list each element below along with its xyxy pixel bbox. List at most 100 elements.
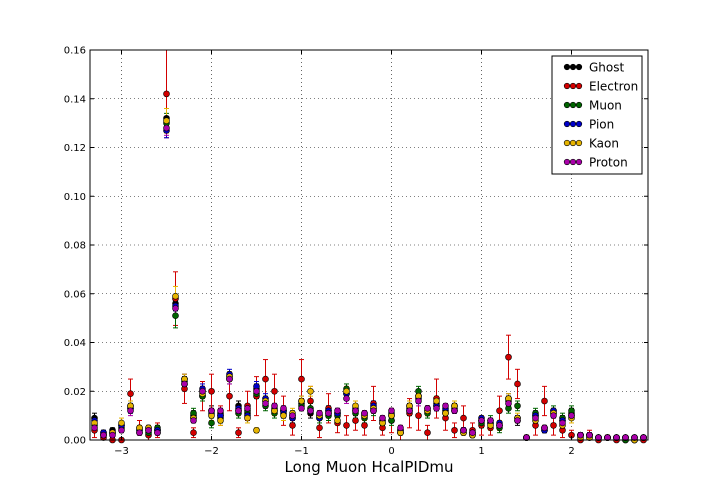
x-tick-label: 0	[388, 446, 394, 457]
kaon-legend-marker	[563, 139, 571, 147]
proton-legend-marker	[569, 158, 577, 166]
electron-point	[550, 422, 557, 429]
kaon-point	[433, 397, 440, 405]
proton-point	[217, 407, 224, 415]
proton-point	[208, 407, 215, 415]
kaon-point	[118, 419, 125, 427]
y-tick-label: 0.04	[64, 338, 86, 349]
proton-point	[325, 409, 332, 417]
proton-legend-marker	[563, 158, 571, 166]
proton-point	[433, 405, 440, 412]
electron-point	[163, 90, 170, 98]
proton-point	[469, 429, 476, 436]
proton-point	[226, 375, 233, 383]
kaon-point	[334, 417, 341, 424]
proton-point	[271, 402, 278, 410]
electron-point	[505, 353, 512, 361]
proton-point	[424, 405, 431, 412]
proton-point	[343, 395, 350, 402]
kaon-point	[280, 412, 287, 419]
electron-point	[541, 397, 548, 405]
electron-point	[127, 390, 134, 397]
proton-point	[352, 407, 359, 415]
electron-point	[424, 429, 431, 436]
kaon-point	[172, 292, 179, 300]
legend-label-kaon: Kaon	[589, 137, 619, 151]
ghost-legend-marker	[575, 63, 583, 71]
y-tick-label: 0.16	[64, 46, 86, 57]
proton-point	[244, 405, 251, 412]
electron-point	[343, 422, 350, 429]
x-axis-label: Long Muon HcalPIDmu	[285, 458, 454, 476]
electron-point	[208, 387, 215, 395]
kaon-point	[244, 414, 251, 422]
proton-point	[442, 402, 449, 410]
proton-point	[136, 429, 143, 436]
proton-point	[109, 431, 116, 439]
proton-point	[541, 424, 548, 432]
electron-point	[352, 417, 359, 424]
proton-point	[235, 407, 242, 415]
proton-point	[622, 434, 629, 441]
proton-point	[595, 434, 602, 441]
proton-point	[253, 387, 260, 395]
proton-point	[559, 419, 566, 427]
proton-point	[523, 434, 530, 441]
proton-point	[145, 426, 152, 434]
y-tick-label: 0.10	[64, 192, 86, 203]
y-tick-label: 0.00	[64, 436, 86, 447]
electron-legend-marker	[563, 82, 571, 90]
kaon-point	[253, 426, 260, 434]
electron-point	[415, 412, 422, 419]
proton-point	[514, 417, 521, 424]
proton-point	[316, 409, 323, 417]
legend-label-ghost: Ghost	[589, 61, 624, 75]
kaon-point	[343, 387, 350, 395]
electron-point	[496, 407, 503, 415]
x-tick-label: −1	[294, 446, 309, 457]
proton-point	[505, 400, 512, 407]
legend-label-muon: Muon	[589, 99, 622, 113]
electron-point	[460, 414, 467, 422]
proton-point	[370, 407, 377, 415]
proton-point	[91, 424, 98, 432]
y-tick-label: 0.06	[64, 289, 86, 300]
electron-point	[316, 424, 323, 432]
proton-point	[181, 380, 188, 388]
pion-legend-marker	[563, 120, 571, 128]
electron-point	[190, 429, 197, 436]
proton-point	[496, 422, 503, 429]
electron-point	[226, 392, 233, 400]
proton-point	[532, 414, 539, 422]
electron-point	[262, 375, 269, 383]
kaon-point	[217, 417, 224, 424]
proton-point	[451, 407, 458, 415]
pion-legend-marker	[575, 120, 583, 128]
y-tick-label: 0.08	[64, 241, 86, 252]
ghost-legend-marker	[569, 63, 577, 71]
kaon-legend-marker	[569, 139, 577, 147]
proton-point	[613, 434, 620, 441]
electron-point	[271, 387, 278, 395]
muon-point	[514, 402, 521, 410]
proton-point	[163, 124, 170, 132]
proton-point	[586, 431, 593, 439]
proton-point	[118, 426, 125, 434]
legend-box	[551, 55, 643, 175]
proton-point	[550, 412, 557, 419]
proton-point	[334, 407, 341, 415]
proton-point	[406, 407, 413, 415]
muon-point	[172, 312, 179, 319]
proton-point	[631, 434, 638, 441]
proton-point	[640, 434, 647, 441]
proton-point	[199, 387, 206, 395]
electron-point	[298, 375, 305, 383]
proton-point	[415, 397, 422, 405]
proton-point	[577, 431, 584, 439]
proton-point	[604, 434, 611, 441]
proton-point	[280, 405, 287, 412]
electron-point	[361, 422, 368, 429]
electron-point	[451, 426, 458, 434]
kaon-point	[163, 117, 170, 124]
